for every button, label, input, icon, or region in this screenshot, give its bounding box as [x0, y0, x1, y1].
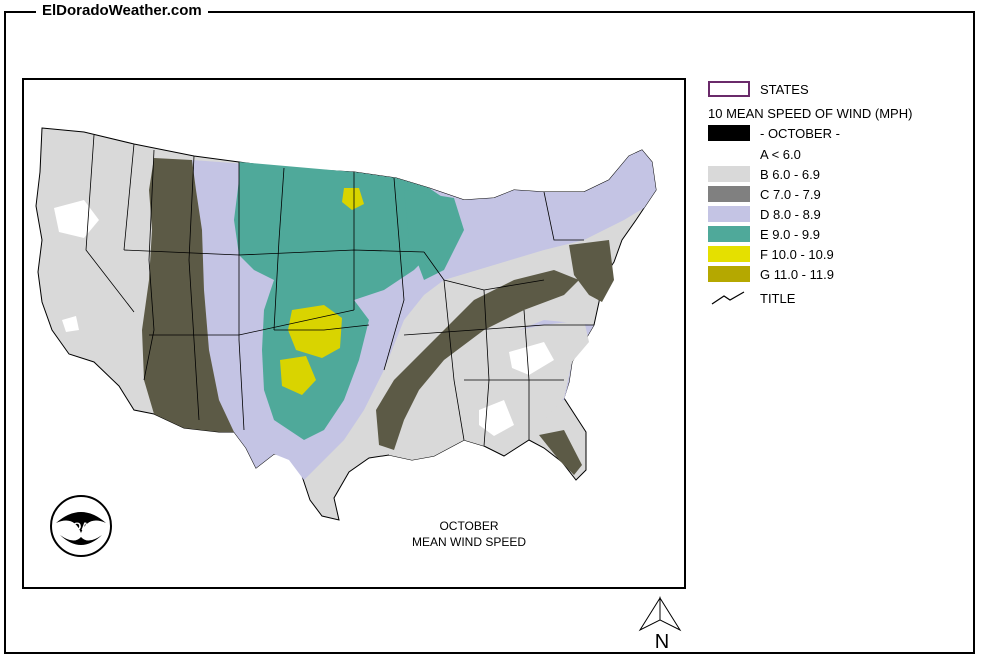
class-e-swatch [708, 226, 750, 242]
legend-class-g-label: G 11.0 - 11.9 [760, 266, 834, 282]
north-label: N [655, 631, 669, 652]
map-caption: OCTOBER MEAN WIND SPEED [404, 518, 534, 550]
legend-title-label: TITLE [760, 290, 796, 306]
legend-period-label: - OCTOBER - [760, 125, 840, 141]
legend-class-b-label: B 6.0 - 6.9 [760, 166, 820, 182]
noaa-logo-text: NOAA [65, 521, 97, 533]
legend-class-g: G 11.0 - 11.9 [708, 265, 834, 283]
legend-variable-title: 10 MEAN SPEED OF WIND (MPH) [708, 104, 912, 122]
class-a-regions [54, 200, 554, 436]
legend-class-a: A < 6.0 [708, 145, 801, 163]
period-swatch [708, 125, 750, 141]
legend-class-d-label: D 8.0 - 8.9 [760, 206, 821, 222]
class-c-swatch [708, 186, 750, 202]
legend-class-b: B 6.0 - 6.9 [708, 165, 820, 183]
class-f-swatch [708, 246, 750, 262]
legend-class-e: E 9.0 - 9.9 [708, 225, 820, 243]
legend-class-d: D 8.0 - 8.9 [708, 205, 821, 223]
map-caption-month: OCTOBER [439, 519, 499, 533]
legend-title: TITLE [708, 289, 795, 307]
legend-class-c-label: C 7.0 - 7.9 [760, 186, 821, 202]
legend-class-f: F 10.0 - 10.9 [708, 245, 834, 263]
legend-class-f-label: F 10.0 - 10.9 [760, 246, 834, 262]
us-wind-speed-map [35, 127, 657, 521]
north-arrow-icon: N [638, 596, 682, 652]
legend-class-e-label: E 9.0 - 9.9 [760, 226, 820, 242]
map-caption-title: MEAN WIND SPEED [411, 535, 526, 549]
site-title: ElDoradoWeather.com [36, 2, 208, 20]
class-d-swatch [708, 206, 750, 222]
class-c-regions [142, 158, 614, 475]
state-boundaries [85, 134, 594, 447]
legend-class-a-label: A < 6.0 [760, 146, 801, 162]
class-g-swatch [708, 266, 750, 282]
class-f-regions [280, 188, 364, 395]
noaa-logo: NOAA [50, 495, 112, 557]
title-line-icon [711, 291, 745, 305]
states-swatch [708, 81, 750, 97]
legend-variable-title-text: 10 MEAN SPEED OF WIND (MPH) [708, 105, 913, 121]
legend-class-c: C 7.0 - 7.9 [708, 185, 821, 203]
class-a-swatch [708, 146, 750, 162]
legend-states-label: STATES [760, 81, 809, 97]
map-panel: NOAA OCTOBER MEAN WIND SPEED [22, 78, 686, 589]
legend-period: - OCTOBER - [708, 124, 840, 142]
class-b-swatch [708, 166, 750, 182]
class-e-regions [234, 162, 464, 440]
legend-states: STATES [708, 80, 809, 98]
page-frame [4, 11, 975, 654]
